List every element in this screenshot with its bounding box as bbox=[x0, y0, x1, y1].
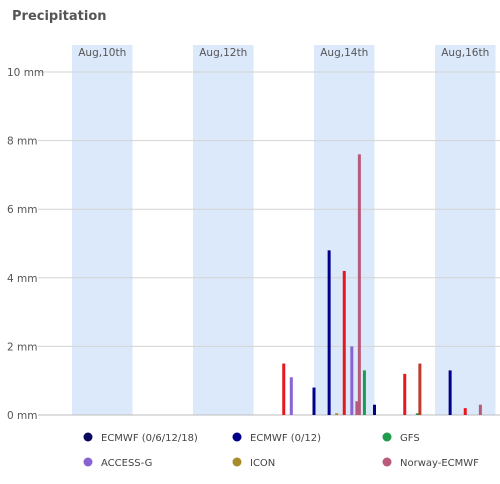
bar-series-2-point-1 bbox=[415, 413, 419, 415]
y-tick-label: 6 mm bbox=[7, 204, 37, 216]
legend-marker bbox=[232, 457, 242, 467]
y-tick-label: 8 mm bbox=[7, 136, 37, 148]
legend-label[interactable]: ICON bbox=[250, 458, 275, 469]
bar-series-3-point-0 bbox=[289, 377, 293, 415]
bar-series-5-point-0 bbox=[355, 401, 359, 415]
day-band-3 bbox=[435, 45, 496, 415]
legend-label[interactable]: GFS bbox=[400, 433, 420, 444]
bars bbox=[282, 154, 482, 415]
bar-series-0-point-3 bbox=[448, 370, 452, 415]
bar-series-1-point-0 bbox=[282, 363, 286, 415]
chart-title: Precipitation bbox=[12, 9, 107, 24]
legend-marker bbox=[83, 432, 93, 442]
x-tick-label: Aug,12th bbox=[199, 47, 247, 59]
day-band-0 bbox=[72, 45, 133, 415]
y-tick-label: 0 mm bbox=[7, 410, 37, 422]
x-tick-label: Aug,16th bbox=[441, 47, 489, 59]
legend-label[interactable]: Norway-ECMWF bbox=[400, 458, 479, 469]
bar-series-5-point-2 bbox=[478, 404, 482, 415]
bar-series-0-point-0 bbox=[312, 387, 316, 415]
legend: ECMWF (0/6/12/18) ECMWF (0/12) GFS ACCESS-G… bbox=[83, 432, 479, 469]
y-tick-label: 2 mm bbox=[7, 341, 37, 353]
y-tick-label: 4 mm bbox=[7, 273, 37, 285]
gridlines bbox=[38, 71, 500, 416]
day-band-1 bbox=[193, 45, 254, 415]
y-axis-ticks: 0 mm 2 mm 4 mm 6 mm 8 mm 10 mm bbox=[7, 67, 44, 422]
legend-marker bbox=[232, 432, 242, 442]
legend-marker bbox=[382, 457, 392, 467]
x-tick-label: Aug,10th bbox=[78, 47, 126, 59]
bar-series-0-point-2 bbox=[373, 404, 376, 415]
bar-series-0-point-1 bbox=[327, 250, 331, 415]
bar-series-2-point-0 bbox=[362, 370, 366, 415]
legend-label[interactable]: ECMWF (0/12) bbox=[250, 433, 321, 444]
bar-series-3-point-1 bbox=[350, 346, 354, 415]
bar-series-4-point-0 bbox=[335, 413, 339, 415]
x-tick-label: Aug,14th bbox=[320, 47, 368, 59]
legend-marker bbox=[382, 432, 392, 442]
bar-series-1-point-3 bbox=[463, 408, 467, 415]
x-axis-ticks: Aug,10th Aug,12th Aug,14th Aug,16th bbox=[78, 47, 489, 59]
bar-series-6-point-0 bbox=[418, 363, 422, 415]
legend-marker bbox=[83, 457, 93, 467]
bar-series-5-point-1 bbox=[357, 154, 361, 415]
y-tick-label: 10 mm bbox=[7, 67, 44, 79]
day-bands bbox=[72, 45, 496, 415]
bar-series-1-point-1 bbox=[342, 270, 346, 415]
legend-label[interactable]: ECMWF (0/6/12/18) bbox=[101, 433, 198, 444]
legend-label[interactable]: ACCESS-G bbox=[101, 458, 152, 469]
bar-series-1-point-2 bbox=[403, 373, 407, 415]
